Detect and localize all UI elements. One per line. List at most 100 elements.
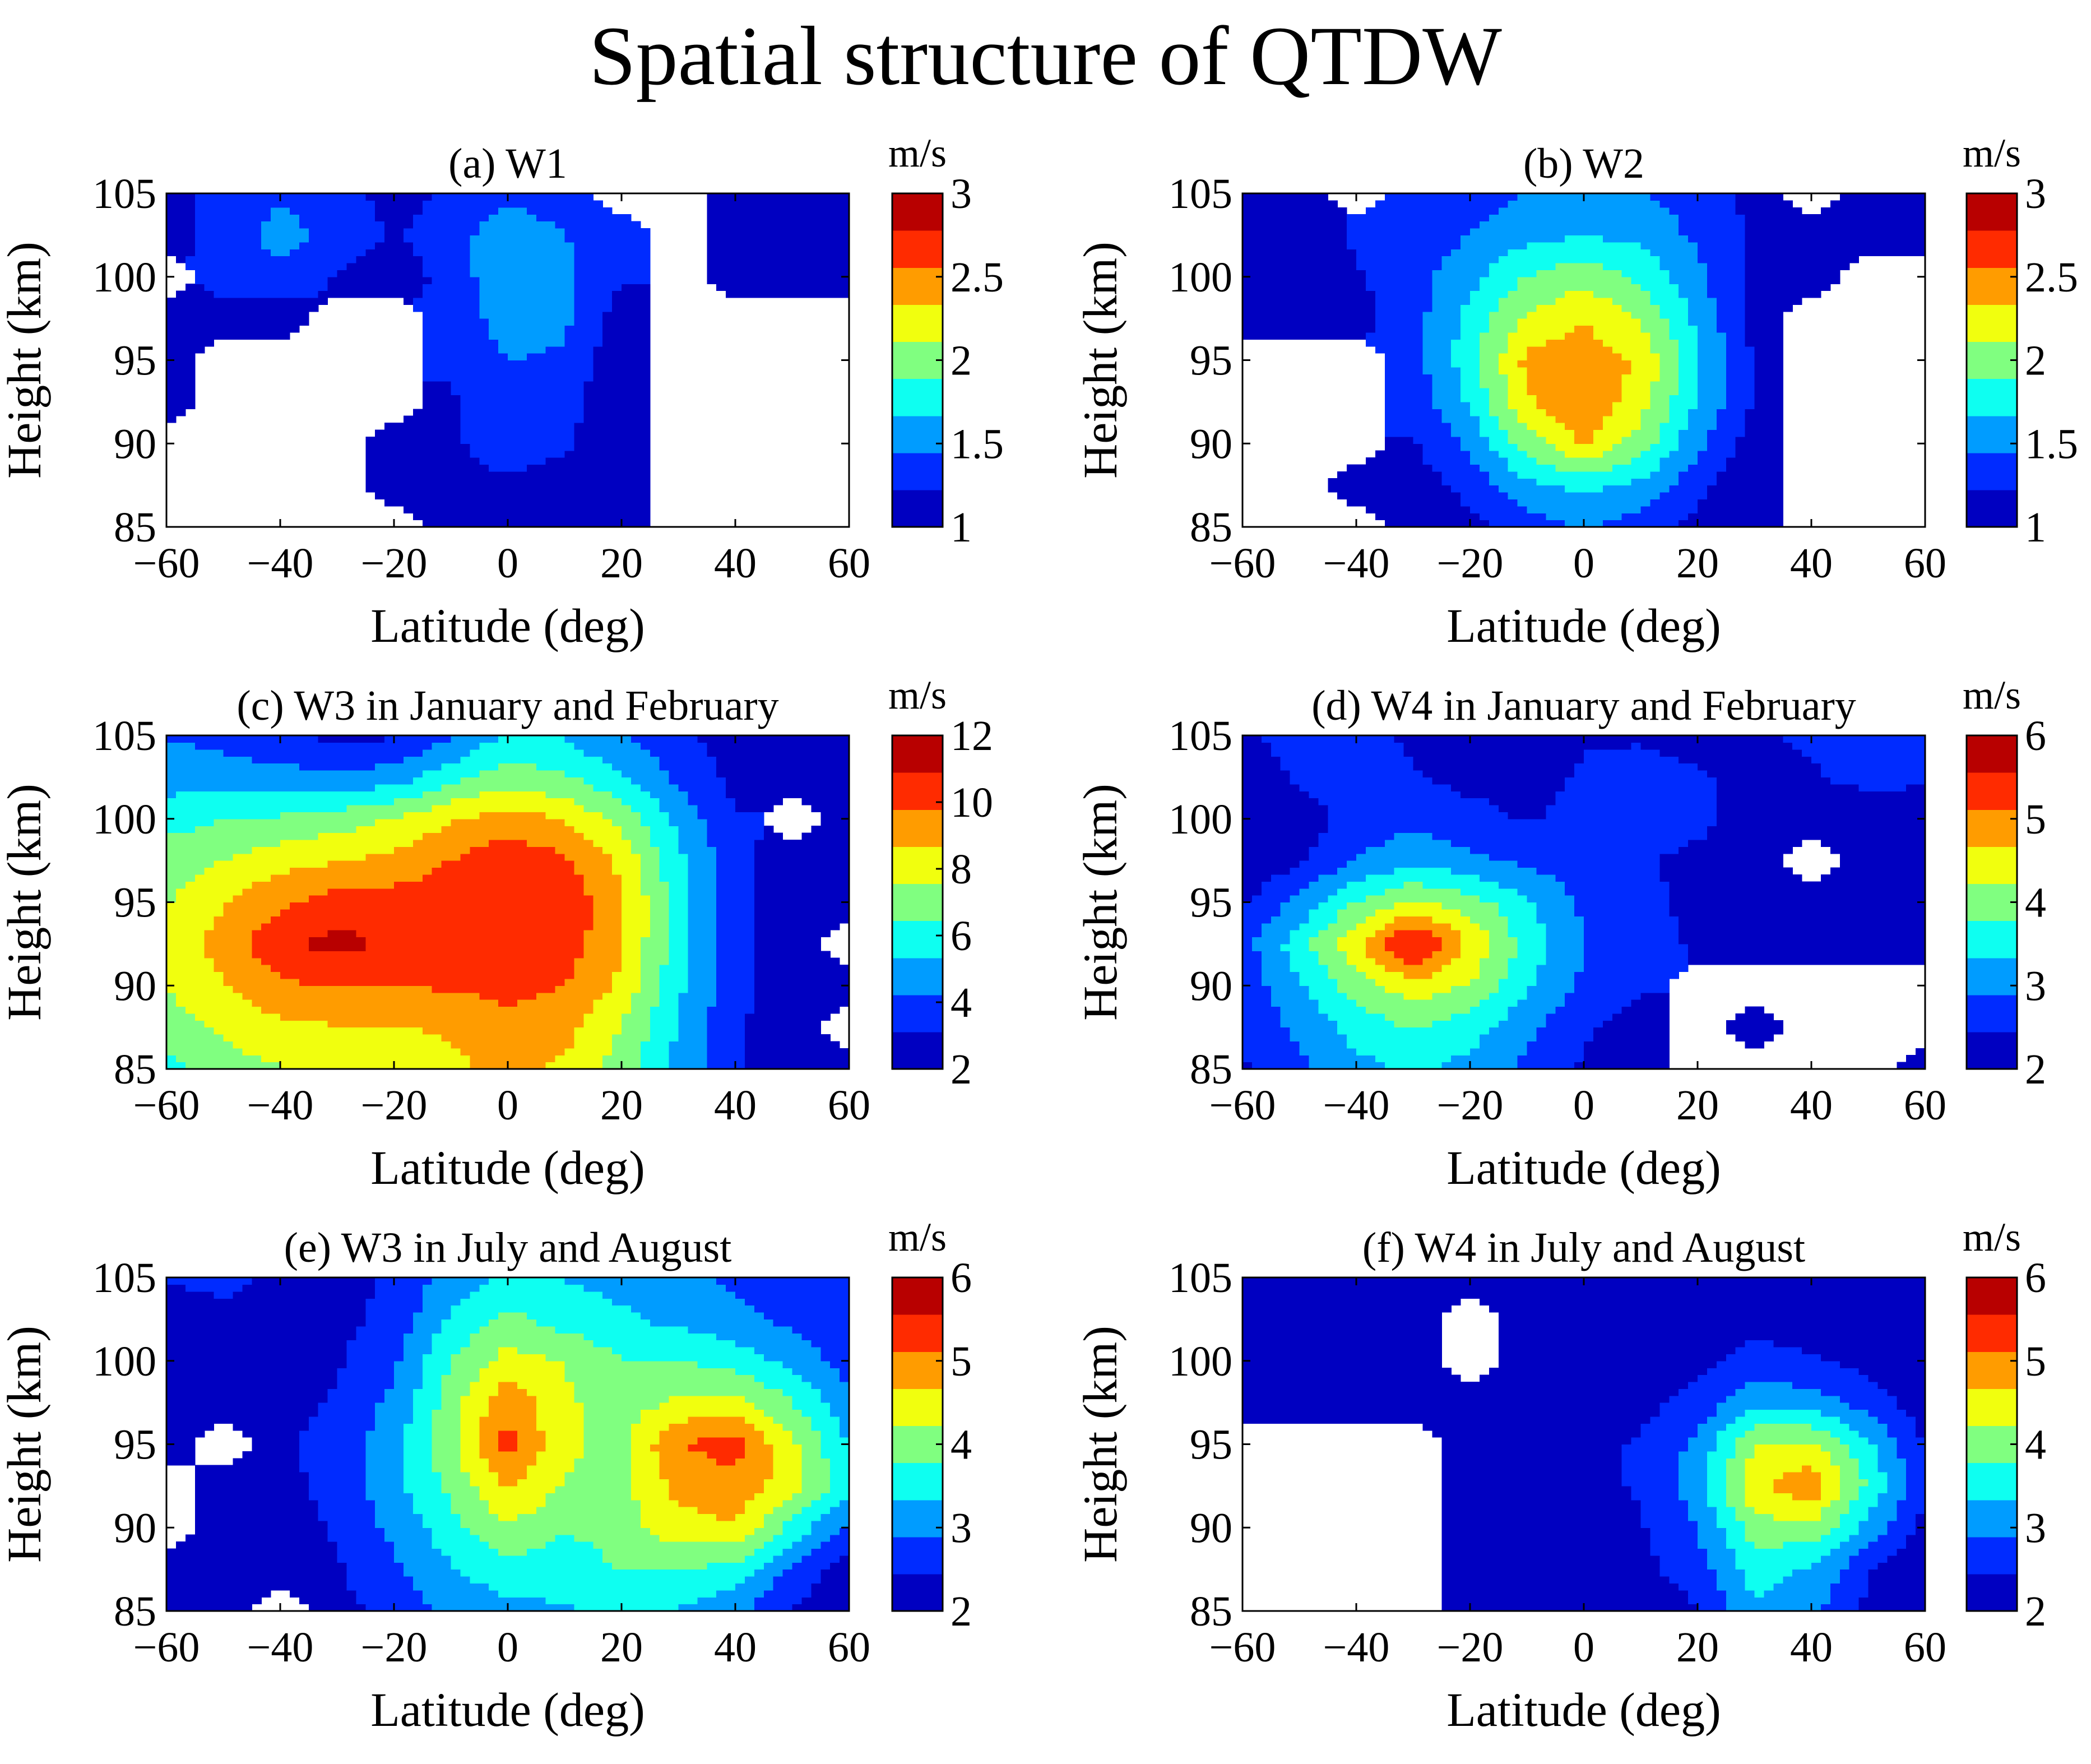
heatmap-cell bbox=[565, 249, 575, 256]
heatmap-cell bbox=[574, 277, 584, 284]
heatmap-cell bbox=[1764, 298, 1774, 305]
heatmap-cell bbox=[489, 235, 499, 242]
heatmap-cell bbox=[1404, 485, 1414, 493]
heatmap-cell bbox=[442, 193, 452, 201]
heatmap-cell bbox=[1792, 277, 1802, 284]
heatmap-cell bbox=[214, 326, 224, 333]
heatmap-cell bbox=[1603, 513, 1613, 520]
y-tick-label: 85 bbox=[1190, 504, 1232, 551]
heatmap-cell bbox=[423, 478, 433, 485]
heatmap-cell bbox=[1413, 443, 1424, 451]
heatmap-cell bbox=[1755, 326, 1765, 333]
heatmap-cell bbox=[1811, 214, 1821, 221]
heatmap-cell bbox=[1764, 304, 1774, 312]
heatmap-cell bbox=[489, 228, 499, 235]
heatmap-cell bbox=[1641, 402, 1651, 409]
heatmap-cell bbox=[1764, 457, 1774, 465]
heatmap-cell bbox=[1242, 256, 1253, 263]
heatmap-cell bbox=[583, 416, 594, 423]
heatmap-cell bbox=[764, 291, 774, 298]
heatmap-cell bbox=[1518, 304, 1528, 312]
heatmap-cell bbox=[583, 221, 594, 229]
heatmap-cell bbox=[1877, 235, 1888, 242]
heatmap-cell bbox=[346, 228, 356, 235]
heatmap-cell bbox=[460, 506, 470, 513]
heatmap-cell bbox=[1441, 339, 1452, 346]
heatmap-cell bbox=[1536, 423, 1546, 430]
heatmap-cell bbox=[1773, 409, 1783, 416]
heatmap-cell bbox=[384, 429, 395, 437]
heatmap-cell bbox=[233, 277, 243, 284]
heatmap-cell bbox=[290, 242, 300, 249]
heatmap-cell bbox=[1404, 326, 1414, 333]
heatmap-cell bbox=[1736, 193, 1746, 201]
heatmap-cell bbox=[1480, 353, 1490, 360]
heatmap-cell bbox=[1527, 193, 1537, 201]
heatmap-cell bbox=[1811, 256, 1821, 263]
heatmap-cell bbox=[1536, 346, 1546, 354]
heatmap-cell bbox=[527, 381, 537, 388]
heatmap-cell bbox=[1745, 513, 1755, 520]
heatmap-cell bbox=[498, 499, 508, 506]
heatmap-cell bbox=[1688, 200, 1698, 207]
heatmap-cell bbox=[423, 457, 433, 465]
heatmap-cell bbox=[641, 263, 651, 270]
heatmap-cell bbox=[1242, 284, 1253, 291]
heatmap-cell bbox=[1688, 235, 1698, 242]
heatmap-cell bbox=[1707, 291, 1717, 298]
heatmap-cell bbox=[1612, 318, 1622, 326]
heatmap-cell bbox=[555, 312, 565, 319]
heatmap-cell bbox=[1499, 429, 1509, 437]
heatmap-cell bbox=[1764, 284, 1774, 291]
heatmap-cell bbox=[1717, 284, 1727, 291]
heatmap-cell bbox=[1659, 409, 1670, 416]
heatmap-cell bbox=[1622, 457, 1632, 465]
heatmap-cell bbox=[1802, 249, 1812, 256]
heatmap-cell bbox=[186, 353, 196, 360]
heatmap-cell bbox=[176, 1034, 186, 1041]
heatmap-cell bbox=[195, 235, 205, 242]
heatmap-cell bbox=[1659, 513, 1670, 520]
heatmap-cell bbox=[679, 1027, 689, 1035]
heatmap-cell bbox=[1394, 416, 1404, 423]
heatmap-cell bbox=[1499, 367, 1509, 374]
heatmap-cell bbox=[1631, 277, 1642, 284]
x-tick-label: −40 bbox=[1323, 540, 1390, 587]
heatmap-cell bbox=[1385, 416, 1395, 423]
heatmap-cell bbox=[565, 235, 575, 242]
heatmap-cell bbox=[1840, 235, 1850, 242]
heatmap-cell bbox=[1726, 492, 1736, 499]
heatmap-cell bbox=[460, 200, 470, 207]
heatmap-cell bbox=[489, 270, 499, 277]
heatmap-cell bbox=[622, 409, 632, 416]
heatmap-cell bbox=[1584, 374, 1594, 381]
heatmap-cell bbox=[186, 1027, 196, 1035]
heatmap-cell bbox=[337, 1055, 347, 1062]
heatmap-cell bbox=[384, 1034, 395, 1041]
heatmap-cell bbox=[195, 263, 205, 270]
heatmap-cell bbox=[555, 506, 565, 513]
heatmap-cell bbox=[470, 1034, 480, 1041]
heatmap-cell bbox=[527, 471, 537, 479]
heatmap-cell bbox=[1527, 443, 1537, 451]
heatmap-cell bbox=[527, 291, 537, 298]
heatmap-cell bbox=[641, 235, 651, 242]
heatmap-cell bbox=[583, 353, 594, 360]
heatmap-cell bbox=[1536, 464, 1546, 471]
heatmap-cell bbox=[1593, 429, 1603, 437]
heatmap-cell bbox=[1593, 443, 1603, 451]
heatmap-cell bbox=[404, 221, 414, 229]
heatmap-cell bbox=[1499, 284, 1509, 291]
heatmap-cell bbox=[432, 374, 442, 381]
heatmap-cell bbox=[224, 242, 234, 249]
heatmap-cell bbox=[1565, 249, 1575, 256]
heatmap-cell bbox=[242, 318, 252, 326]
heatmap-cell bbox=[527, 478, 537, 485]
heatmap-cell bbox=[375, 443, 385, 451]
heatmap-cell bbox=[356, 291, 366, 298]
x-tick-label: −40 bbox=[247, 540, 314, 587]
heatmap-cell bbox=[1821, 214, 1831, 221]
heatmap-cell bbox=[470, 381, 480, 388]
heatmap-cell bbox=[1281, 332, 1291, 340]
heatmap-cell bbox=[1432, 443, 1442, 451]
